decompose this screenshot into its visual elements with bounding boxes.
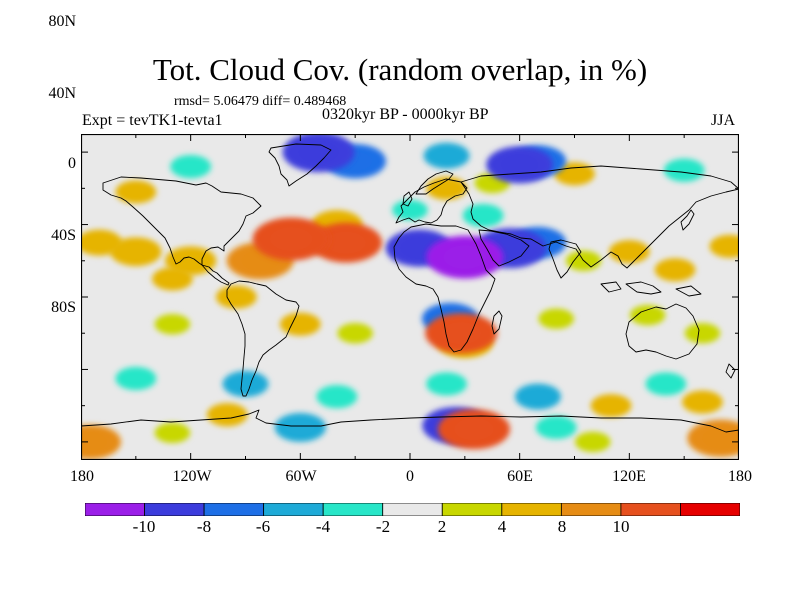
colorbar-swatch (263, 503, 324, 516)
anomaly-patch (154, 422, 191, 444)
lon-label: 120E (612, 468, 646, 485)
colorbar-label: -10 (132, 517, 156, 536)
lon-label: 120W (172, 468, 212, 485)
anomaly-patch (554, 162, 595, 186)
anomaly-core (269, 227, 313, 251)
anomaly-core (81, 432, 108, 452)
coastlines (81, 143, 739, 433)
coast-north-america (102, 176, 262, 266)
colorbar-swatch (620, 503, 681, 516)
anomaly-patch (684, 323, 721, 344)
anomaly-patch (663, 158, 705, 182)
anomaly-core (702, 428, 739, 449)
period-label: 0320kyr BP - 0000kyr BP (322, 106, 489, 123)
anomaly-patch (709, 234, 739, 258)
coast-south-america (226, 280, 300, 397)
anomaly-core (326, 231, 366, 254)
anomaly-core (286, 419, 315, 436)
anomaly-core (443, 245, 487, 269)
anomaly-patch (222, 370, 269, 397)
lat-label: 80N (48, 13, 76, 30)
anomaly-patch (337, 323, 373, 344)
lat-label: 40N (48, 85, 76, 102)
coast-british-isles (402, 191, 413, 207)
figure-title: Tot. Cloud Cov. (random overlap, in %) (152, 52, 648, 87)
coast-india (548, 239, 582, 279)
anomaly-patch (645, 372, 687, 396)
lat-label: 0 (68, 155, 76, 172)
map-plot-area (81, 134, 739, 460)
anomaly-core (501, 154, 539, 176)
coast-central-america (201, 264, 230, 286)
coast-japan (680, 209, 695, 231)
cloud-cover-map (81, 134, 739, 460)
anomaly-patch (590, 394, 632, 418)
colorbar-swatch (560, 503, 622, 516)
colorbar-label: 4 (497, 517, 507, 536)
colorbar-swatch (382, 503, 443, 516)
coast-antarctica (81, 409, 739, 433)
colorbar-swatch (441, 503, 503, 516)
experiment-label: Expt = tevTK1-tevta1 (82, 112, 223, 129)
lon-label: 180 (728, 468, 752, 485)
coast-madagascar (491, 310, 503, 335)
anomaly-patch (654, 258, 696, 282)
colorbar-label: -6 (255, 517, 271, 536)
colorbar-label: -4 (315, 517, 331, 536)
colorbar-swatch (501, 503, 562, 516)
coast-greenland (268, 143, 332, 187)
colorbar-label: 2 (437, 517, 447, 536)
anomaly-patch (206, 403, 248, 427)
anomaly-patch (154, 313, 191, 335)
coast-asia (460, 165, 739, 269)
anomaly-patch (426, 372, 467, 396)
colorbar-label: -8 (196, 517, 212, 536)
colorbar (85, 503, 740, 516)
map-background (81, 134, 739, 460)
anomaly-patch (514, 383, 561, 410)
anomaly-patch (392, 199, 428, 221)
lat-label: 40S (51, 227, 76, 244)
coast-europe (395, 178, 468, 224)
coast-africa (393, 223, 496, 353)
rmsd-diff-stats: rmsd= 5.06479 diff= 0.489468 (174, 94, 347, 109)
anomaly-patch (279, 312, 321, 336)
lon-label: 180 (70, 468, 94, 485)
colorbar-swatch (85, 503, 145, 516)
coast-arabia (478, 229, 530, 267)
season-label: JJA (711, 112, 736, 129)
anomaly-core (298, 141, 339, 164)
anomaly-patch (574, 431, 611, 453)
anomaly-patch (462, 203, 504, 228)
colorbar-swatch (144, 503, 205, 516)
anomaly-patch (629, 304, 666, 326)
colorbar-label: 10 (612, 517, 630, 536)
colorbar-swatch (322, 503, 384, 516)
coast-se-asia-islands (600, 281, 702, 297)
anomaly-patch (682, 390, 723, 414)
colorbar-swatch (203, 503, 265, 516)
anomaly-patch (115, 180, 157, 204)
anomaly-patch (316, 385, 358, 409)
anomaly-patch (170, 155, 212, 179)
anomaly-patch (115, 366, 157, 391)
lon-label: 60E (507, 468, 533, 485)
lon-label: 0 (406, 468, 414, 485)
coast-scandinavia (415, 170, 454, 195)
colorbar-label: 8 (557, 517, 567, 536)
lat-label: 80S (51, 299, 76, 316)
coast-new-zealand (725, 363, 736, 379)
anomaly-patch (423, 142, 470, 169)
anomaly-core (176, 252, 205, 269)
anomaly-patch (538, 308, 575, 329)
anomaly-core (121, 243, 150, 260)
anomaly-core (441, 322, 481, 345)
colorbar-label: -2 (375, 517, 391, 536)
anomaly-core (454, 418, 494, 441)
lon-label: 60W (285, 468, 317, 485)
anomaly-patch (215, 285, 257, 309)
colorbar-swatch (680, 503, 740, 516)
anomaly-patch (535, 415, 577, 439)
coast-australia (625, 303, 700, 360)
